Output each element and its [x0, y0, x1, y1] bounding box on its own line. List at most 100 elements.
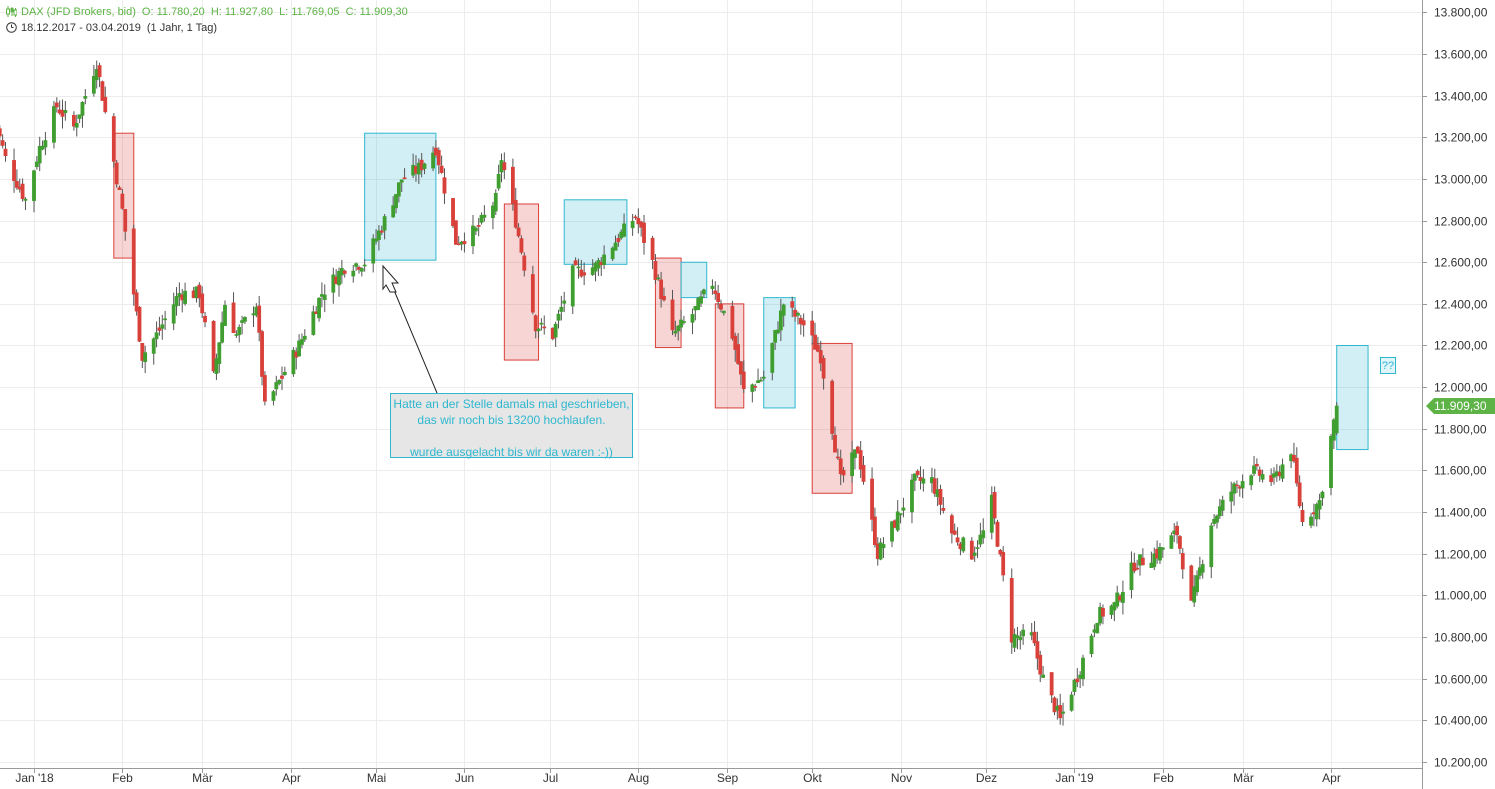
candle-up — [978, 522, 983, 548]
candle-up — [975, 540, 980, 559]
candle-down — [516, 223, 521, 238]
date-range: 18.12.2017 - 03.04.2019 — [21, 22, 141, 34]
candle-up — [1121, 580, 1125, 615]
candle-up — [223, 300, 227, 326]
candle-up — [1280, 458, 1285, 482]
candle-down — [476, 218, 481, 237]
candle-body — [622, 223, 626, 237]
candle-down — [1038, 650, 1043, 683]
candle-down — [841, 467, 846, 483]
candle-body — [975, 547, 980, 549]
candle-body — [362, 264, 367, 267]
candle-body — [1135, 567, 1140, 570]
candle-body — [74, 123, 79, 128]
candle-down — [257, 296, 262, 342]
candle-up — [630, 213, 635, 236]
candle-body — [522, 255, 527, 271]
candle-up — [1260, 469, 1265, 483]
annotation-line: Hatte an der Stelle damals mal geschrieb… — [393, 397, 630, 411]
candle-up — [850, 440, 855, 484]
candle-body — [1294, 457, 1299, 484]
candle-body — [354, 263, 359, 267]
candle-down — [436, 147, 441, 174]
candle-down — [790, 296, 795, 318]
candle-up — [183, 282, 187, 306]
candle-body — [582, 272, 587, 276]
candle-down — [1189, 564, 1194, 601]
y-tick-label: 10.200,00 — [1434, 756, 1488, 770]
candle-body — [778, 310, 783, 331]
candle-body — [1049, 672, 1054, 696]
candle-body — [394, 194, 398, 209]
candle-down — [120, 188, 125, 210]
x-tick-label: Mär — [1233, 771, 1254, 785]
candle-down — [1032, 621, 1037, 647]
candle-up — [43, 131, 48, 156]
candle-down — [0, 134, 5, 149]
candle-body — [733, 335, 738, 350]
candle-body — [1195, 575, 1199, 593]
y-tick-label: 12.600,00 — [1434, 256, 1488, 270]
candle-up — [1309, 512, 1313, 529]
candle-body — [151, 338, 156, 354]
candle-body — [1249, 475, 1254, 486]
candle-body — [183, 290, 187, 304]
candles — [0, 60, 1339, 726]
candle-up — [382, 214, 387, 240]
candle-down — [733, 332, 738, 362]
candle-body — [719, 304, 723, 310]
candle-body — [818, 350, 823, 364]
x-tick-label: Apr — [282, 771, 301, 785]
interval: (1 Jahr, 1 Tag) — [146, 22, 218, 34]
candle-body — [1300, 509, 1305, 523]
candle-up — [901, 497, 906, 518]
candle-up — [63, 101, 68, 121]
candle-down — [1052, 696, 1057, 716]
y-tick-label: 10.400,00 — [1434, 714, 1488, 728]
candle-down — [636, 208, 641, 234]
candle-body — [391, 205, 396, 218]
candle-up — [52, 100, 56, 149]
candle-down — [952, 523, 957, 536]
candle-body — [1329, 435, 1333, 489]
candle-up — [1200, 559, 1205, 579]
annotation-note[interactable]: Hatte an der Stelle damals mal geschrieb… — [390, 393, 633, 459]
candle-up — [143, 345, 148, 374]
candle-up — [750, 383, 755, 403]
candle-down — [451, 198, 455, 229]
y-tick-label: 10.800,00 — [1434, 631, 1488, 645]
candle-body — [570, 265, 575, 307]
candle-body — [833, 434, 837, 453]
candle-body — [1269, 475, 1274, 483]
candle-up — [40, 140, 45, 151]
candle-body — [72, 114, 76, 127]
candle-body — [1075, 678, 1080, 683]
candle-up — [23, 197, 28, 211]
candle-body — [636, 218, 641, 225]
candle-down — [510, 158, 515, 211]
candle-body — [134, 292, 139, 312]
candle-body — [280, 375, 284, 379]
candle-body — [40, 145, 45, 150]
candle-down — [123, 208, 128, 241]
candle-body — [910, 479, 914, 513]
candle-up — [1229, 481, 1234, 514]
candle-down — [1140, 548, 1145, 566]
candle-body — [1129, 562, 1134, 591]
candle-body — [1081, 657, 1085, 680]
candle-body — [451, 198, 455, 227]
candle-body — [1192, 586, 1197, 603]
candle-up — [1217, 498, 1222, 519]
candle-up — [394, 194, 398, 214]
candle-up — [1069, 691, 1074, 712]
candle-body — [878, 542, 883, 560]
candle-up — [493, 189, 498, 216]
candle-up — [234, 330, 239, 338]
question-marks-label[interactable]: ?? — [1380, 357, 1396, 374]
candle-down — [1297, 475, 1302, 509]
candle-up — [171, 292, 176, 331]
candle-body — [1180, 553, 1185, 570]
candle-body — [781, 304, 786, 316]
